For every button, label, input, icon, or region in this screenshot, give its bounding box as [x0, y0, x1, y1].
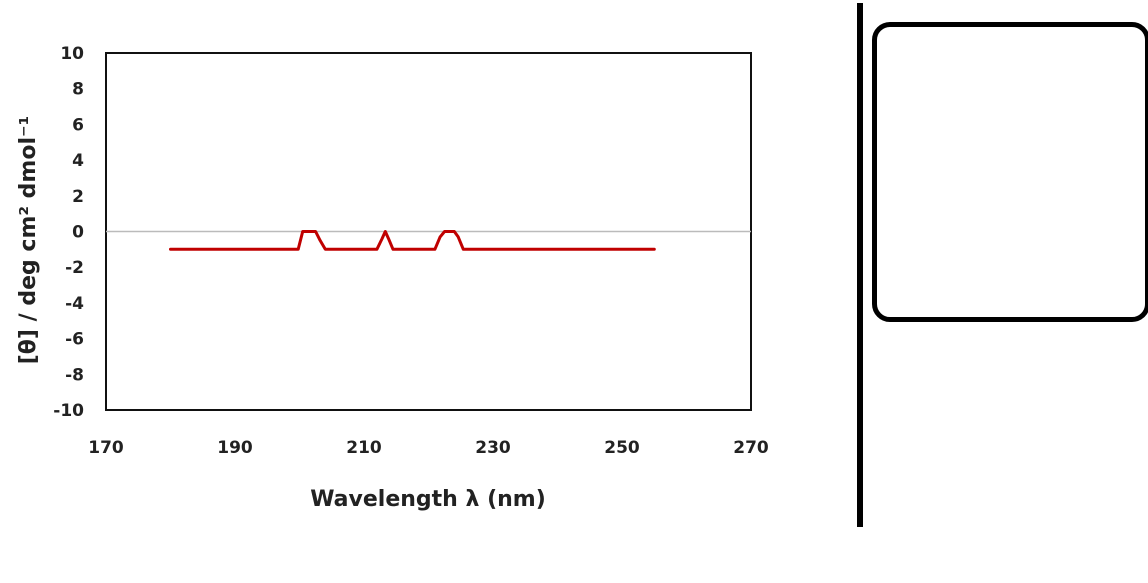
y-tick-label: 8 [72, 80, 84, 100]
x-axis-title: Wavelength λ (nm) [310, 487, 546, 512]
y-tick-label: 0 [72, 223, 84, 243]
y-tick-label: -6 [65, 330, 84, 350]
x-tick-label: 230 [475, 438, 511, 458]
empty-panel-box [872, 22, 1148, 322]
x-tick-label: 210 [346, 438, 382, 458]
y-tick-label: -10 [53, 401, 84, 421]
chart: 10 8 6 4 2 0 -2 -4 -6 -8 -10 170 190 210 230 250 270 Wa… [16, 44, 769, 512]
x-tick-label: 170 [88, 438, 124, 458]
y-tick-label: -8 [65, 365, 84, 385]
x-tick-label: 270 [733, 438, 769, 458]
x-tick-label: 190 [217, 438, 253, 458]
y-tick-label: -2 [65, 258, 84, 278]
y-axis-title: [θ] / deg cm² dmol⁻¹ [16, 116, 41, 365]
y-tick-label: 10 [60, 44, 84, 64]
y-tick-label: -4 [65, 294, 84, 314]
y-tick-label: 4 [72, 151, 84, 171]
series-group [169, 230, 656, 251]
series-line-0 [169, 230, 656, 251]
y-tick-labels: 10 8 6 4 2 0 -2 -4 -6 -8 -10 [53, 44, 84, 421]
vertical-divider [857, 3, 863, 527]
x-tick-label: 250 [604, 438, 640, 458]
y-tick-label: 2 [72, 187, 84, 207]
x-tick-labels: 170 190 210 230 250 270 [88, 438, 769, 458]
y-tick-label: 6 [72, 115, 84, 135]
